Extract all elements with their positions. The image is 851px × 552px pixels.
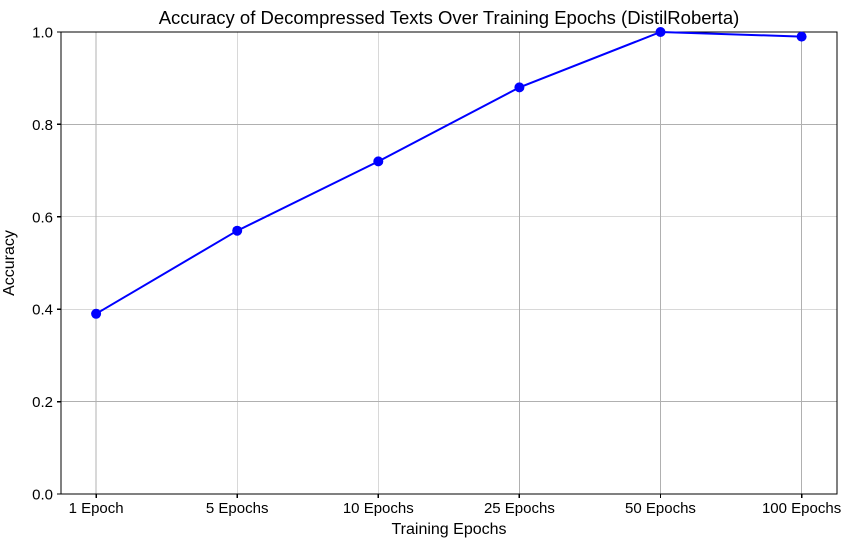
svg-text:0.8: 0.8 [32, 117, 53, 134]
svg-text:25 Epochs: 25 Epochs [484, 500, 555, 517]
svg-text:1.0: 1.0 [32, 25, 53, 42]
svg-text:0.0: 0.0 [32, 487, 53, 504]
svg-text:0.4: 0.4 [32, 302, 53, 319]
svg-text:0.2: 0.2 [32, 394, 53, 411]
svg-text:5 Epochs: 5 Epochs [206, 500, 269, 517]
svg-text:50 Epochs: 50 Epochs [625, 500, 696, 517]
svg-text:100 Epochs: 100 Epochs [762, 500, 841, 517]
svg-text:Accuracy: Accuracy [1, 230, 18, 296]
svg-text:Accuracy of Decompressed Texts: Accuracy of Decompressed Texts Over Trai… [159, 7, 740, 28]
svg-text:1 Epoch: 1 Epoch [69, 500, 124, 517]
svg-text:Training Epochs: Training Epochs [391, 521, 506, 538]
svg-text:0.6: 0.6 [32, 209, 53, 226]
svg-text:10 Epochs: 10 Epochs [343, 500, 414, 517]
